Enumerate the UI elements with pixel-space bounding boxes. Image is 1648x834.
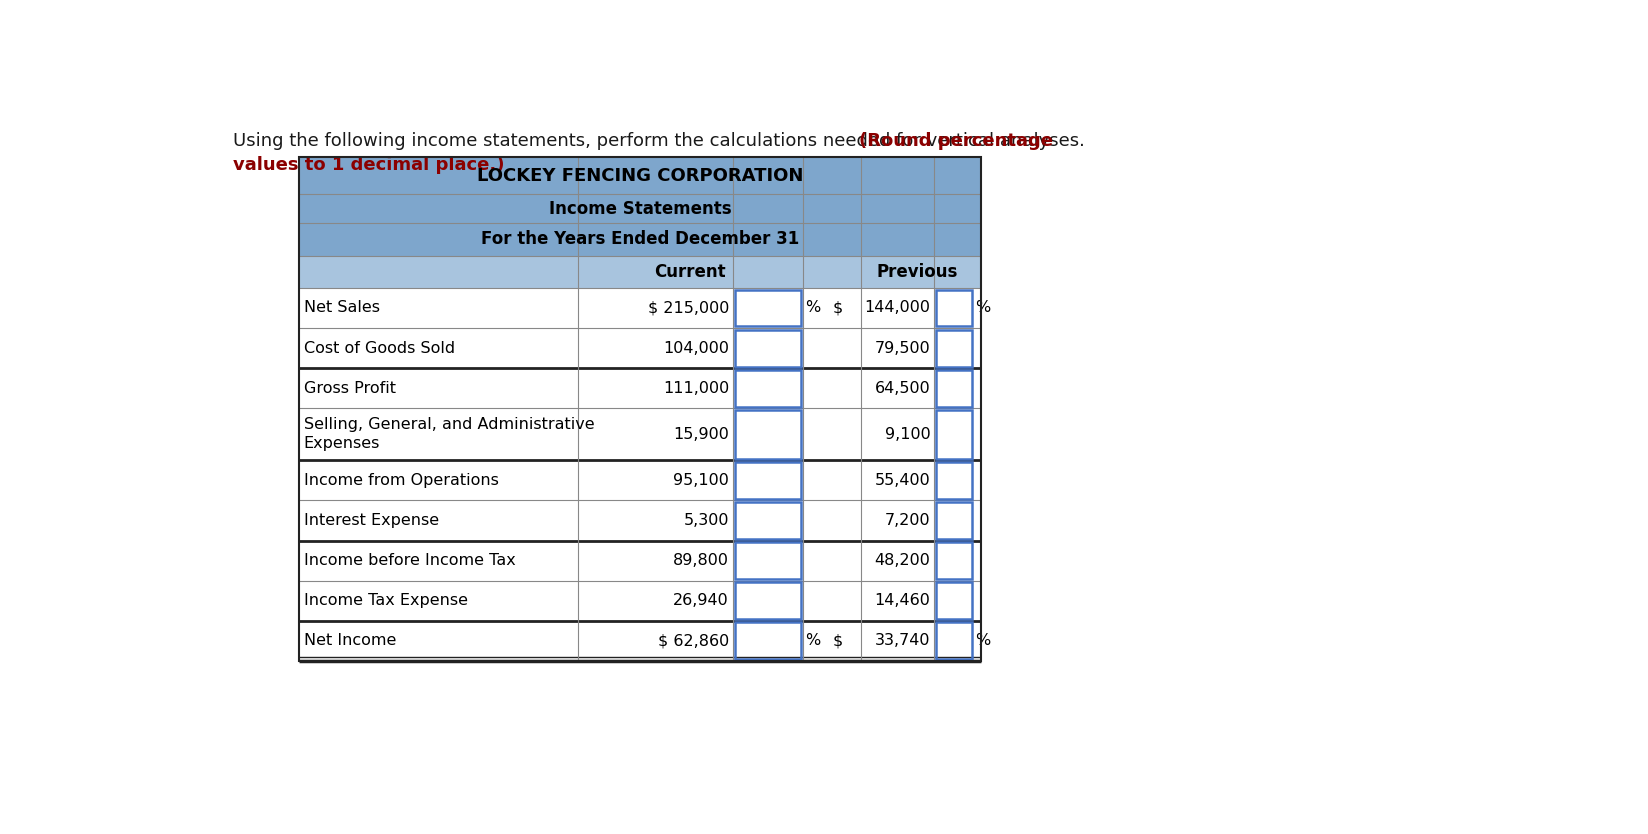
Text: 15,900: 15,900: [674, 427, 728, 442]
Bar: [936, 369, 972, 406]
Text: 89,800: 89,800: [672, 553, 728, 568]
Text: Income before Income Tax: Income before Income Tax: [303, 553, 516, 568]
Bar: [298, 224, 981, 255]
Text: 33,740: 33,740: [875, 633, 931, 648]
Bar: [735, 329, 801, 366]
Bar: [298, 460, 981, 500]
Bar: [735, 369, 801, 406]
Bar: [298, 328, 981, 368]
Text: LOCKEY FENCING CORPORATION: LOCKEY FENCING CORPORATION: [476, 167, 803, 184]
Bar: [298, 408, 981, 460]
Text: 9,100: 9,100: [885, 427, 931, 442]
Bar: [298, 157, 981, 194]
Bar: [735, 622, 801, 659]
Text: 48,200: 48,200: [875, 553, 931, 568]
Bar: [735, 289, 801, 326]
Text: $: $: [832, 300, 842, 315]
Bar: [298, 620, 981, 661]
Text: %: %: [806, 633, 821, 648]
Text: Cost of Goods Sold: Cost of Goods Sold: [303, 340, 455, 355]
Bar: [936, 329, 972, 366]
Text: 144,000: 144,000: [865, 300, 931, 315]
Text: 95,100: 95,100: [674, 473, 728, 488]
Text: 111,000: 111,000: [662, 380, 728, 395]
Text: 55,400: 55,400: [875, 473, 931, 488]
Text: Income Statements: Income Statements: [549, 199, 732, 218]
Bar: [936, 582, 972, 619]
Bar: [936, 409, 972, 459]
Bar: [298, 368, 981, 408]
Bar: [936, 502, 972, 539]
Text: 7,200: 7,200: [885, 513, 931, 528]
Text: 5,300: 5,300: [684, 513, 728, 528]
Text: $: $: [832, 633, 842, 648]
Text: Interest Expense: Interest Expense: [303, 513, 438, 528]
Bar: [735, 542, 801, 579]
Bar: [735, 409, 801, 459]
Text: For the Years Ended December 31: For the Years Ended December 31: [481, 230, 799, 249]
Bar: [298, 288, 981, 328]
Text: 64,500: 64,500: [875, 380, 931, 395]
Text: 26,940: 26,940: [674, 593, 728, 608]
Bar: [735, 502, 801, 539]
Bar: [298, 540, 981, 580]
Text: Income from Operations: Income from Operations: [303, 473, 499, 488]
Text: $ 62,860: $ 62,860: [658, 633, 728, 648]
Text: Income Tax Expense: Income Tax Expense: [303, 593, 468, 608]
Bar: [936, 542, 972, 579]
Text: Net Sales: Net Sales: [303, 300, 379, 315]
Text: %: %: [976, 300, 990, 315]
Text: 104,000: 104,000: [662, 340, 728, 355]
Text: values to 1 decimal place.): values to 1 decimal place.): [232, 155, 504, 173]
Text: Gross Profit: Gross Profit: [303, 380, 396, 395]
Bar: [298, 580, 981, 620]
Bar: [298, 194, 981, 224]
Text: Current: Current: [654, 263, 727, 281]
Bar: [298, 157, 981, 661]
Bar: [298, 500, 981, 540]
Bar: [298, 255, 981, 288]
Text: (Round percentage: (Round percentage: [859, 133, 1053, 150]
Bar: [936, 462, 972, 499]
Text: Using the following income statements, perform the calculations needed for verti: Using the following income statements, p…: [232, 133, 1091, 150]
Text: Previous: Previous: [877, 263, 957, 281]
Bar: [936, 622, 972, 659]
Text: 79,500: 79,500: [875, 340, 931, 355]
Text: 14,460: 14,460: [875, 593, 931, 608]
Text: %: %: [976, 633, 990, 648]
Bar: [735, 582, 801, 619]
Text: Selling, General, and Administrative
Expenses: Selling, General, and Administrative Exp…: [303, 418, 595, 451]
Text: %: %: [806, 300, 821, 315]
Bar: [936, 289, 972, 326]
Text: Net Income: Net Income: [303, 633, 396, 648]
Bar: [735, 462, 801, 499]
Text: $ 215,000: $ 215,000: [648, 300, 728, 315]
